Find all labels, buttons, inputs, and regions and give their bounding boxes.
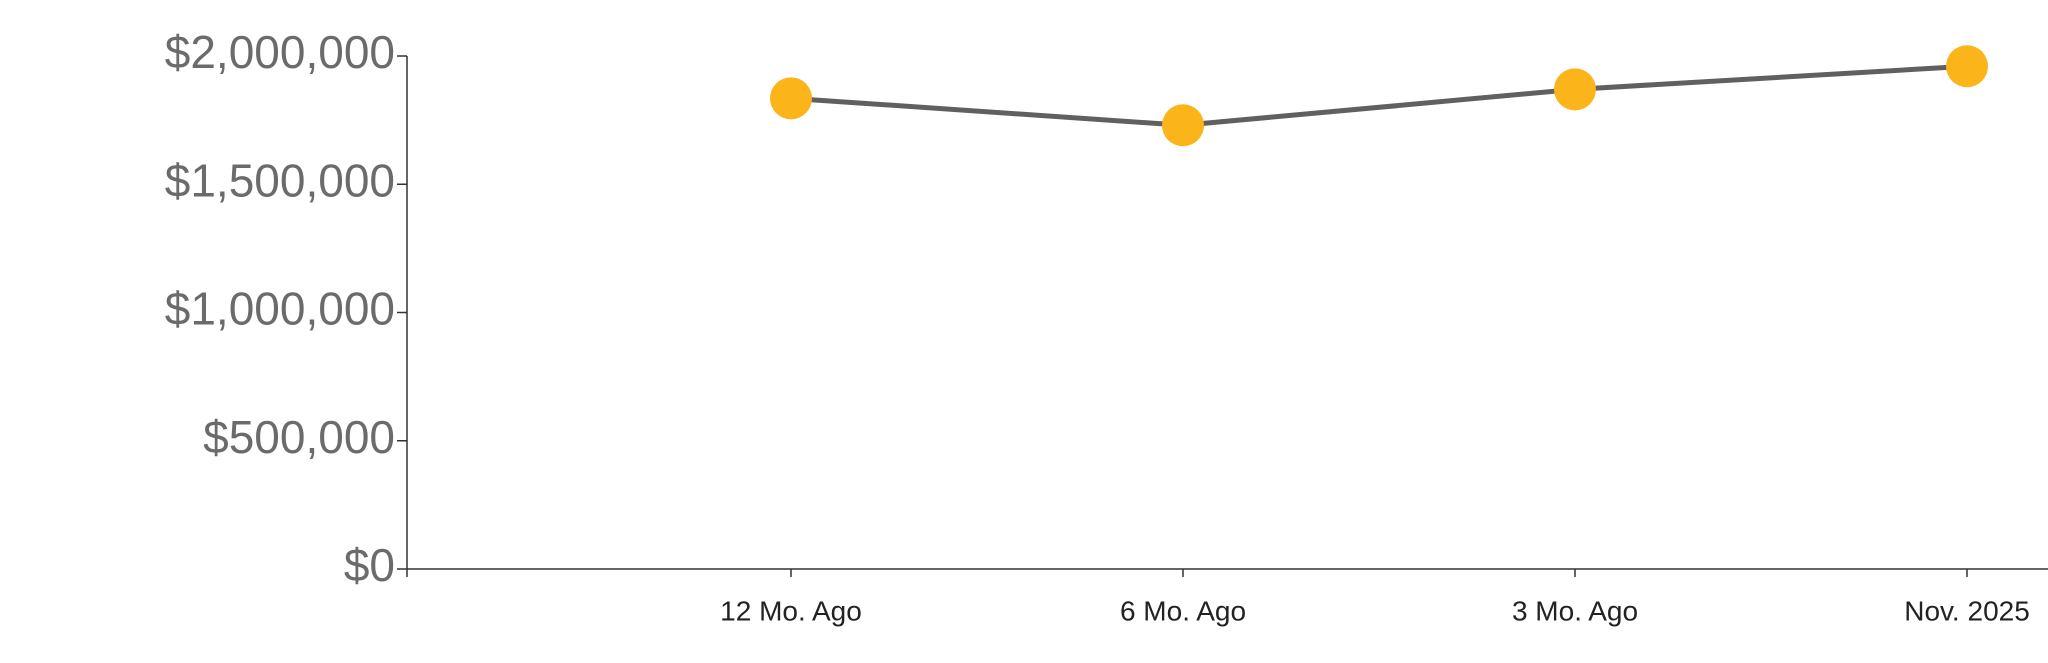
marker bbox=[1554, 68, 1596, 111]
x-tick-label: 3 Mo. Ago bbox=[1512, 595, 1638, 626]
y-tick-label: $2,000,000 bbox=[165, 26, 395, 78]
x-tick-label: Nov. 2025 bbox=[1904, 595, 2030, 626]
x-tick-label: 12 Mo. Ago bbox=[720, 595, 862, 626]
y-tick-label: $500,000 bbox=[203, 411, 395, 463]
marker bbox=[1162, 104, 1204, 147]
y-tick-label: $0 bbox=[344, 539, 395, 591]
marker bbox=[1946, 45, 1988, 88]
marker bbox=[770, 77, 812, 120]
line bbox=[790, 63, 1968, 128]
y-tick-label: $1,500,000 bbox=[165, 154, 395, 206]
y-tick-label: $1,000,000 bbox=[165, 283, 395, 335]
x-tick-label: 6 Mo. Ago bbox=[1120, 595, 1246, 626]
